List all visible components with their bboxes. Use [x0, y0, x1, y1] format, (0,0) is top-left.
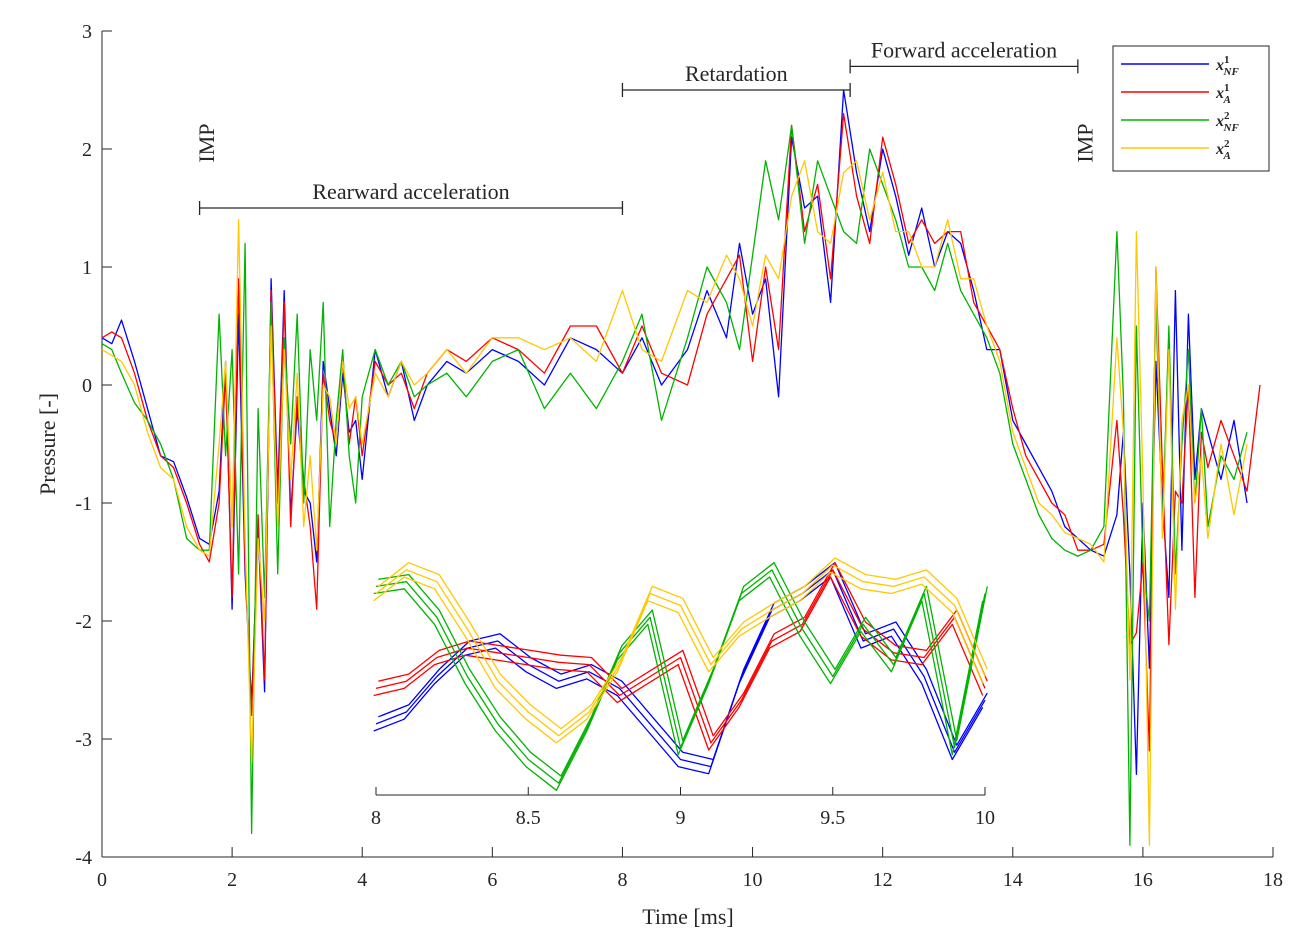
legend-entry-label: x1 A — [1215, 82, 1231, 106]
annotations: IMP IMP Rearward acceleration Retardation Fo… — [194, 37, 1097, 215]
y-tick-label: -1 — [75, 493, 92, 515]
inset-plot: 8 8.5 9 9.5 10 — [371, 557, 995, 829]
phase-label: Rearward acceleration — [312, 179, 509, 204]
inset-x-tick-label: 8 — [371, 807, 381, 829]
inset-x-tick-label: 9.5 — [820, 807, 845, 829]
x-tick-label: 2 — [227, 869, 237, 891]
legend-box — [1112, 45, 1270, 172]
x-tick-label: 8 — [617, 869, 627, 891]
x-tick-label: 10 — [743, 869, 763, 891]
y-tick-label: 1 — [82, 257, 92, 279]
inset-series-line-2 — [375, 569, 986, 784]
x-tick-label: 4 — [357, 869, 367, 891]
y-tick-label: 0 — [82, 375, 92, 397]
imp-label: IMP — [194, 124, 219, 163]
y-tick-label: -2 — [75, 611, 92, 633]
inset-series-line-1 — [375, 569, 986, 744]
x-tick-label: 16 — [1133, 869, 1153, 891]
series-line-2 — [101, 124, 1248, 846]
legend-entry-label: x2 A — [1215, 138, 1231, 162]
inset-series-line-0 — [375, 569, 986, 768]
x-tick-label: 0 — [97, 869, 107, 891]
y-axis-label: Pressure [-] — [35, 393, 60, 495]
series-line-1 — [101, 112, 1261, 752]
x-tick-label: 14 — [1003, 869, 1023, 891]
inset-x-tick-label: 10 — [975, 807, 995, 829]
inset-x-tick-label: 9 — [676, 807, 686, 829]
legend-entry-label: x2 NF — [1215, 110, 1239, 134]
legend-entry-label: x1 NF — [1215, 54, 1239, 78]
inset-series-line-2 — [378, 562, 988, 777]
legend: x1 NF x1 A x2 NF x2 A — [1112, 45, 1270, 172]
inset-series-line-3 — [375, 564, 986, 737]
phase-label: Forward acceleration — [871, 37, 1057, 62]
x-tick-label: 12 — [873, 869, 893, 891]
inset-series-line-3 — [377, 557, 988, 730]
y-tick-label: -3 — [75, 729, 92, 751]
inset-series-line-0 — [373, 576, 984, 775]
x-axis-label: Time [ms] — [642, 904, 733, 929]
series-line-3 — [101, 160, 1248, 846]
x-tick-label: 6 — [487, 869, 497, 891]
y-tick-label: 2 — [82, 139, 92, 161]
inset-series-line-2 — [373, 576, 984, 791]
y-tick-label: -4 — [75, 847, 92, 869]
phase-label: Retardation — [685, 61, 788, 86]
inset-series-line-1 — [378, 562, 988, 737]
imp-label: IMP — [1072, 124, 1097, 163]
inset-x-tick-label: 8.5 — [516, 807, 541, 829]
inset-series-line-1 — [373, 576, 984, 751]
x-tick-label: 18 — [1263, 869, 1283, 891]
y-tick-label: 3 — [82, 21, 92, 43]
inset-series-line-3 — [373, 571, 984, 744]
